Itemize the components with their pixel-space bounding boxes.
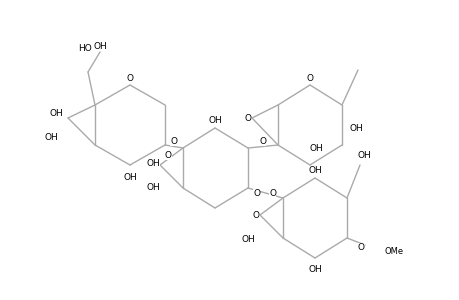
Text: OH: OH: [207, 116, 221, 124]
Text: O: O: [245, 113, 252, 122]
Text: OH: OH: [241, 236, 254, 244]
Text: HO: HO: [78, 44, 92, 52]
Text: OH: OH: [308, 266, 321, 274]
Text: O: O: [357, 244, 364, 253]
Text: OH: OH: [93, 41, 106, 50]
Text: OH: OH: [49, 109, 63, 118]
Text: O: O: [253, 188, 260, 197]
Text: O: O: [252, 211, 259, 220]
Text: OH: OH: [357, 151, 371, 160]
Text: OMe: OMe: [384, 248, 403, 256]
Text: O: O: [126, 74, 133, 82]
Text: OH: OH: [123, 173, 137, 182]
Text: O: O: [259, 136, 266, 146]
Text: O: O: [165, 151, 172, 160]
Text: OH: OH: [309, 143, 323, 152]
Text: O: O: [170, 136, 177, 146]
Text: O: O: [269, 188, 276, 197]
Text: O: O: [306, 74, 313, 82]
Text: OH: OH: [308, 166, 321, 175]
Text: OH: OH: [349, 124, 363, 133]
Text: OH: OH: [146, 158, 160, 167]
Text: OH: OH: [146, 184, 160, 193]
Text: OH: OH: [44, 133, 58, 142]
